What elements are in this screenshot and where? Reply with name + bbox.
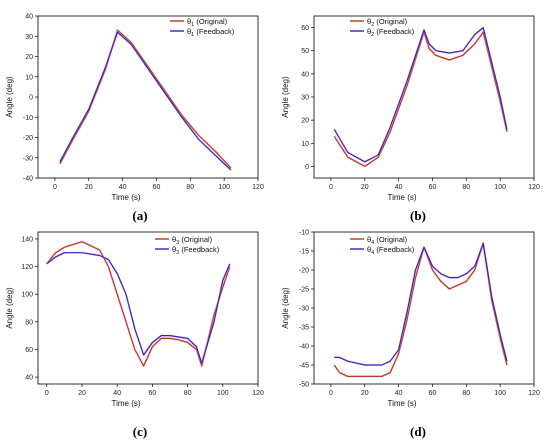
x-tick-label: 0 [329,390,333,397]
y-tick-label: 10 [301,141,309,148]
y-axis-label: Angle (deg) [281,76,290,118]
y-tick-label: -45 [299,363,309,370]
x-tick-label: 80 [184,390,192,397]
y-tick-label: -35 [299,325,309,332]
y-tick-label: -10 [23,115,33,122]
legend-label: θ2 (Feedback) [367,27,415,38]
panel-label: (a) [132,208,147,223]
x-axis-label: Time (s) [387,193,416,202]
plot-frame [38,232,258,384]
y-tick-label: -40 [23,176,33,183]
y-tick-label: -40 [299,344,309,351]
chart-panel-1: 0 20 40 60 80 100 120 -40 -30 -20 -10 0 10 20 30 40 Time… [5,14,264,224]
y-tick-label: -25 [299,287,309,294]
y-tick-label: -30 [299,306,309,313]
x-tick-label: 40 [395,390,403,397]
y-tick-label: 0 [305,164,309,171]
series-line-feedback [60,32,231,170]
y-axis-label: Angle (deg) [281,287,290,329]
series-halo [60,32,231,170]
x-tick-label: 0 [329,184,333,191]
panel-label: (c) [133,424,147,439]
series-line-original [47,242,230,366]
y-tick-label: -10 [299,230,309,237]
panel-label: (d) [410,424,426,439]
x-tick-label: 0 [45,390,49,397]
y-tick-label: 80 [25,319,33,326]
legend-label: θ4 (Feedback) [367,245,415,256]
x-tick-label: 20 [78,390,86,397]
y-tick-label: 120 [21,264,33,271]
x-tick-label: 60 [153,184,161,191]
y-tick-label: -20 [23,135,33,142]
plot-frame [38,16,258,178]
x-tick-label: 100 [217,390,229,397]
series-line-original [334,32,507,166]
x-tick-label: 60 [429,184,437,191]
y-tick-label: 20 [25,54,33,61]
y-tick-label: 0 [29,95,33,102]
y-tick-label: 30 [25,34,33,41]
y-tick-label: 60 [25,347,33,354]
y-tick-label: 40 [25,375,33,382]
x-tick-label: 120 [528,390,540,397]
y-tick-label: -50 [299,382,309,389]
y-tick-label: -15 [299,249,309,256]
chart-panel-2: 0 20 40 60 80 100 120 0 10 20 30 40 50 60 Time (s) Angl… [281,16,540,223]
y-tick-label: -30 [23,155,33,162]
x-tick-label: 20 [361,390,369,397]
y-axis-label: Angle (deg) [5,287,14,329]
chart-panel-3: 0 20 40 60 80 100 120 40 60 80 100 120 140 Time (s) An… [5,232,264,439]
series-line-feedback [334,28,507,162]
x-tick-label: 100 [494,184,506,191]
y-tick-label: 40 [25,14,33,21]
x-tick-label: 80 [186,184,194,191]
y-tick-label: 60 [301,25,309,32]
x-tick-label: 60 [149,390,157,397]
x-tick-label: 60 [429,390,437,397]
chart-panel-4: 0 20 40 60 80 100 120 -50 -45 -40 -35 -30 -25 -20 -15 -… [281,230,540,440]
series-halo [334,243,507,376]
x-axis-label: Time (s) [111,193,140,202]
y-tick-label: 140 [21,236,33,243]
series-halo [47,253,230,364]
legend-label: θ1 (Feedback) [187,27,235,38]
x-tick-label: 120 [252,184,264,191]
y-axis-label: Angle (deg) [5,76,14,118]
legend-label: θ3 (Feedback) [172,245,220,256]
x-tick-label: 80 [462,390,470,397]
y-tick-label: 100 [21,292,33,299]
x-tick-label: 40 [113,390,121,397]
x-tick-label: 80 [462,184,470,191]
series-halo [47,242,230,366]
x-tick-label: 0 [53,184,57,191]
panel-label: (b) [410,208,426,223]
series-halo [334,28,507,162]
y-tick-label: 30 [301,95,309,102]
x-tick-label: 40 [395,184,403,191]
y-tick-label: -20 [299,268,309,275]
x-tick-label: 120 [252,390,264,397]
series-line-feedback [47,253,230,364]
x-tick-label: 20 [85,184,93,191]
series-halo [334,32,507,166]
x-axis-label: Time (s) [387,399,416,408]
y-tick-label: 20 [301,118,309,125]
x-tick-label: 20 [361,184,369,191]
x-tick-label: 100 [218,184,230,191]
x-tick-label: 40 [119,184,127,191]
y-tick-label: 40 [301,71,309,78]
x-tick-label: 100 [494,390,506,397]
x-axis-label: Time (s) [111,399,140,408]
y-tick-label: 10 [25,74,33,81]
x-tick-label: 120 [528,184,540,191]
y-tick-label: 50 [301,48,309,55]
